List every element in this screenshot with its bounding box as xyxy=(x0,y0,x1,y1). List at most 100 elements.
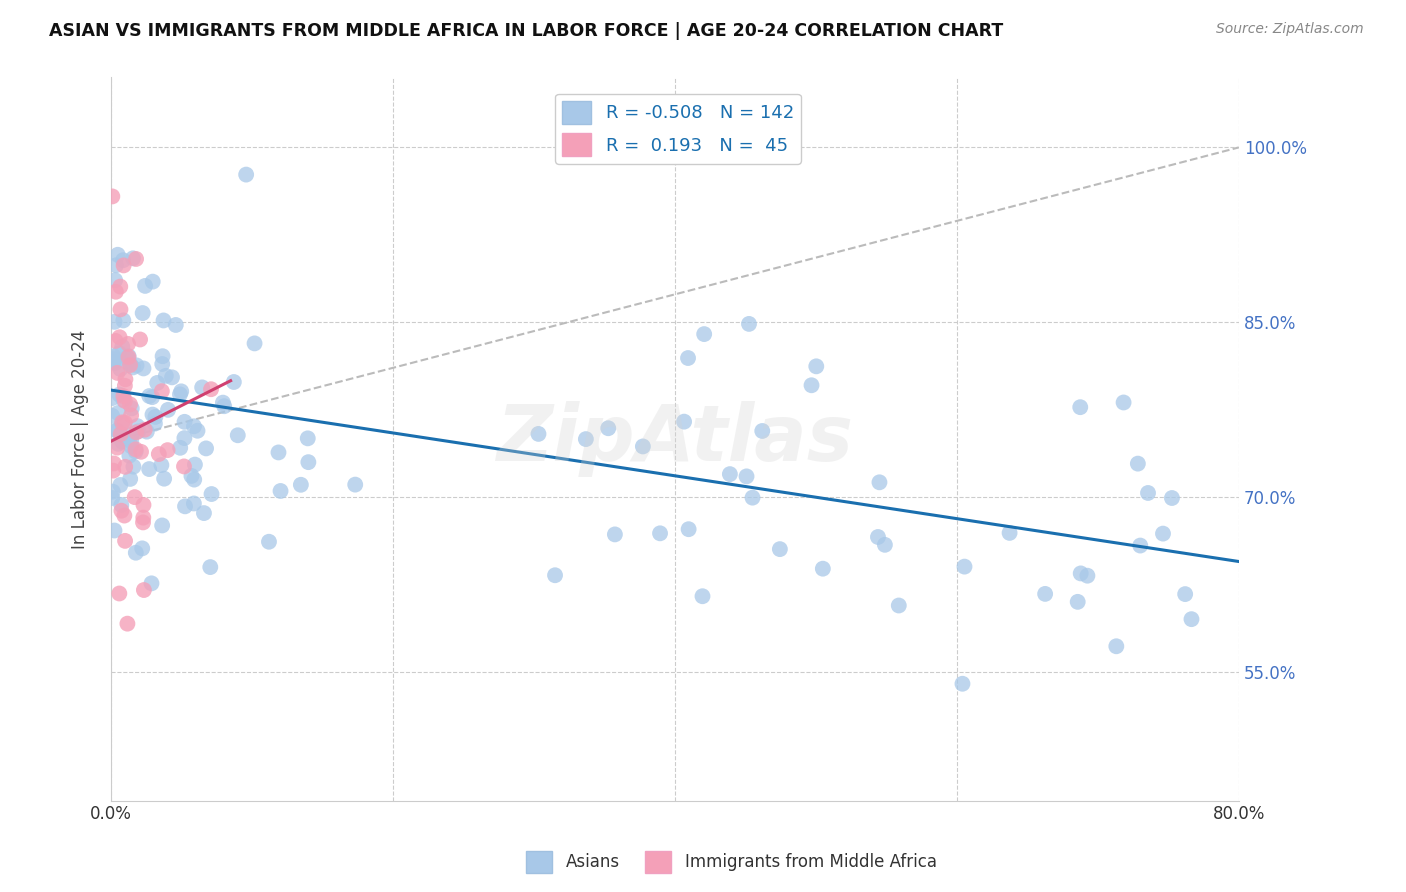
Point xyxy=(132,516,155,530)
Point xyxy=(108,330,131,344)
Point xyxy=(117,350,139,364)
Point xyxy=(152,313,174,327)
Point xyxy=(751,424,773,438)
Point xyxy=(1161,491,1184,505)
Point xyxy=(873,538,896,552)
Point xyxy=(183,496,205,510)
Point xyxy=(129,445,152,459)
Point xyxy=(128,424,150,438)
Point xyxy=(212,395,235,409)
Point xyxy=(114,372,136,386)
Point xyxy=(103,352,125,367)
Point xyxy=(118,449,141,463)
Point xyxy=(741,491,763,505)
Point xyxy=(120,439,142,453)
Point xyxy=(125,359,148,373)
Point xyxy=(156,402,179,417)
Point xyxy=(222,375,245,389)
Point xyxy=(200,382,222,396)
Text: ASIAN VS IMMIGRANTS FROM MIDDLE AFRICA IN LABOR FORCE | AGE 20-24 CORRELATION CH: ASIAN VS IMMIGRANTS FROM MIDDLE AFRICA I… xyxy=(49,22,1004,40)
Point xyxy=(122,459,145,474)
Point xyxy=(124,490,146,504)
Point xyxy=(122,360,145,375)
Point xyxy=(648,526,671,541)
Point xyxy=(112,431,135,445)
Point xyxy=(575,432,598,446)
Point xyxy=(103,464,125,478)
Point xyxy=(110,279,132,293)
Point xyxy=(155,368,177,383)
Point xyxy=(156,443,179,458)
Text: Source: ZipAtlas.com: Source: ZipAtlas.com xyxy=(1216,22,1364,37)
Point xyxy=(120,409,142,423)
Point xyxy=(110,498,132,512)
Point xyxy=(101,391,124,405)
Point xyxy=(112,253,135,268)
Point xyxy=(678,522,700,536)
Point xyxy=(170,384,193,399)
Point xyxy=(598,421,620,435)
Point xyxy=(117,351,139,365)
Point xyxy=(173,431,195,445)
Point xyxy=(183,473,205,487)
Point xyxy=(118,397,141,411)
Point xyxy=(141,576,163,591)
Point xyxy=(1033,587,1056,601)
Point xyxy=(183,419,205,434)
Point xyxy=(132,498,155,512)
Point xyxy=(108,346,131,360)
Point xyxy=(111,434,134,449)
Point xyxy=(131,541,153,556)
Point xyxy=(112,313,135,327)
Point xyxy=(257,534,280,549)
Point xyxy=(173,459,195,474)
Point xyxy=(117,337,139,351)
Point xyxy=(110,478,132,492)
Point xyxy=(191,380,214,394)
Point xyxy=(169,387,191,401)
Legend: R = -0.508   N = 142, R =  0.193   N =  45: R = -0.508 N = 142, R = 0.193 N = 45 xyxy=(555,94,801,163)
Point xyxy=(103,315,125,329)
Point xyxy=(120,472,142,486)
Point xyxy=(998,525,1021,540)
Point xyxy=(1069,400,1091,414)
Point xyxy=(107,437,129,451)
Point xyxy=(160,370,183,384)
Point xyxy=(105,424,128,438)
Point xyxy=(887,599,910,613)
Point xyxy=(121,401,143,416)
Point xyxy=(108,586,131,600)
Point xyxy=(1112,395,1135,409)
Point xyxy=(769,542,792,557)
Point xyxy=(243,336,266,351)
Point xyxy=(146,376,169,390)
Point xyxy=(114,459,136,474)
Point xyxy=(134,279,156,293)
Point xyxy=(673,415,696,429)
Point xyxy=(132,361,155,376)
Point xyxy=(125,252,148,266)
Point xyxy=(112,259,135,273)
Point xyxy=(180,469,202,483)
Point xyxy=(290,477,312,491)
Y-axis label: In Labor Force | Age 20-24: In Labor Force | Age 20-24 xyxy=(72,329,89,549)
Point xyxy=(104,258,127,272)
Point xyxy=(738,317,761,331)
Point xyxy=(200,560,222,574)
Point xyxy=(1152,526,1174,541)
Legend: Asians, Immigrants from Middle Africa: Asians, Immigrants from Middle Africa xyxy=(519,845,943,880)
Point xyxy=(145,409,167,424)
Point xyxy=(193,506,215,520)
Point xyxy=(129,333,152,347)
Point xyxy=(103,457,125,471)
Point xyxy=(142,275,165,289)
Point xyxy=(868,475,890,490)
Point xyxy=(114,378,136,392)
Point xyxy=(1076,568,1098,582)
Point xyxy=(148,447,170,461)
Point xyxy=(117,616,139,631)
Point xyxy=(267,445,290,459)
Point xyxy=(1137,486,1160,500)
Point xyxy=(1129,539,1152,553)
Point xyxy=(173,415,195,429)
